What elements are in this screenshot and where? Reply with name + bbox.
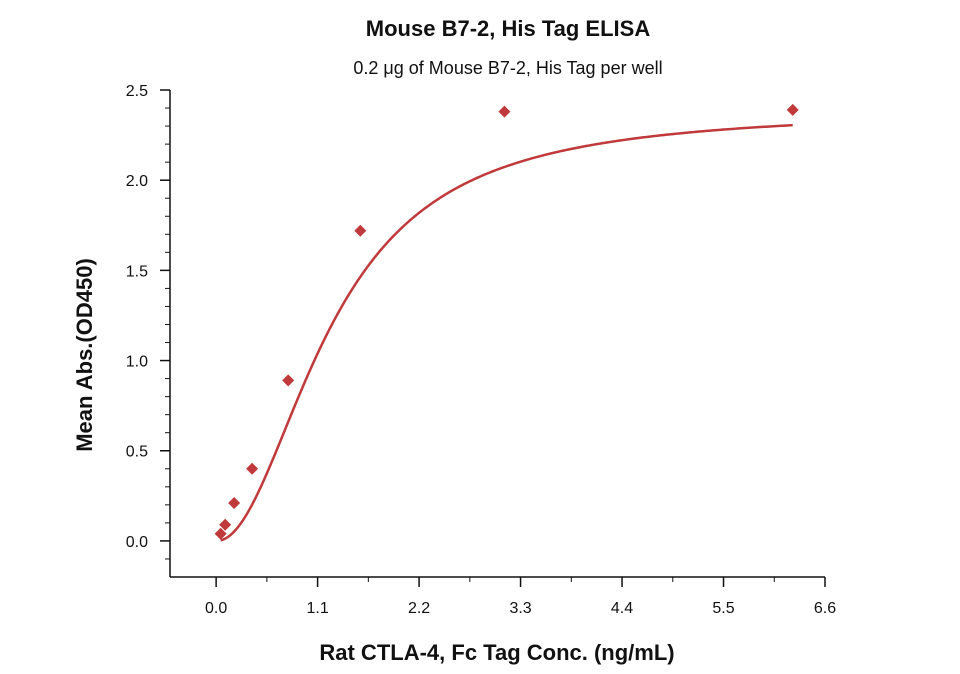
- chart-subtitle: 0.2 μg of Mouse B7-2, His Tag per well: [353, 58, 662, 78]
- y-tick-label: 1.0: [126, 354, 148, 371]
- data-point: [354, 224, 367, 237]
- x-axis-label: Rat CTLA-4, Fc Tag Conc. (ng/mL): [319, 640, 674, 665]
- axes: [169, 90, 825, 578]
- x-tick-label: 2.2: [408, 600, 430, 617]
- y-tick-label: 2.0: [126, 173, 148, 190]
- data-point: [498, 105, 511, 118]
- x-axis-ticks: 0.0 1.1 2.2 3.3 4.4 5.5 6.6: [205, 577, 836, 617]
- x-tick-label: 0.0: [205, 600, 227, 617]
- data-point: [282, 374, 295, 387]
- fit-curve: [220, 123, 793, 542]
- y-tick-label: 1.5: [126, 263, 148, 280]
- x-tick-label: 4.4: [611, 600, 633, 617]
- data-point: [786, 103, 799, 116]
- x-tick-label: 3.3: [509, 600, 531, 617]
- x-tick-label: 5.5: [712, 600, 734, 617]
- y-tick-label: 0.5: [126, 444, 148, 461]
- y-tick-label: 2.5: [126, 83, 148, 100]
- x-tick-label: 6.6: [814, 600, 836, 617]
- data-point: [246, 462, 259, 475]
- data-point: [219, 518, 232, 531]
- chart-title: Mouse B7-2, His Tag ELISA: [366, 16, 651, 41]
- data-points: [214, 103, 799, 540]
- data-point: [228, 497, 241, 510]
- data-point: [214, 527, 227, 540]
- y-axis-ticks: 0.0 0.5 1.0 1.5 2.0 2.5: [126, 83, 170, 560]
- y-tick-label: 0.0: [126, 534, 148, 551]
- x-tick-label: 1.1: [306, 600, 328, 617]
- y-axis-label: Mean Abs.(OD450): [72, 258, 97, 452]
